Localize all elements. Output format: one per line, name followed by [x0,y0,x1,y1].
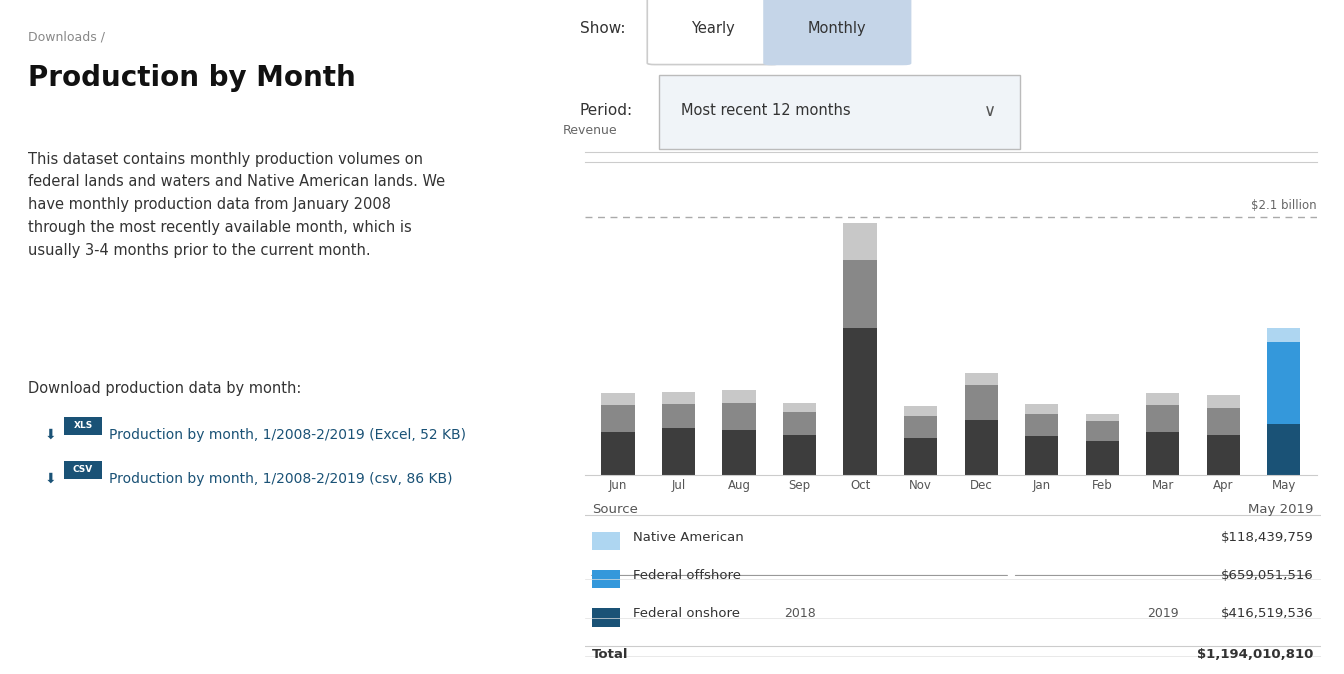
Text: Period:: Period: [579,103,633,118]
Text: Download production data by month:: Download production data by month: [28,381,301,396]
Text: Federal onshore: Federal onshore [633,607,739,621]
Text: Revenue: Revenue [563,124,617,137]
Bar [1086,421,1118,441]
Text: $659,051,516: $659,051,516 [1222,570,1314,582]
Bar [1267,328,1301,342]
FancyBboxPatch shape [763,0,911,65]
Text: May 2019: May 2019 [1249,503,1314,516]
Bar [1146,432,1180,475]
FancyBboxPatch shape [648,0,780,65]
Bar [965,420,997,475]
Bar [722,390,755,402]
Text: Show:: Show: [579,22,625,36]
Text: ⬇: ⬇ [44,472,56,486]
Bar [1146,393,1180,405]
Text: Production by month, 1/2008-2/2019 (csv, 86 KB): Production by month, 1/2008-2/2019 (csv,… [109,472,453,486]
FancyBboxPatch shape [659,75,1020,149]
Bar [722,430,755,475]
Bar [784,412,816,435]
Bar [1267,342,1301,423]
Bar [1207,395,1241,408]
Text: Monthly: Monthly [808,22,867,36]
Text: Production by month, 1/2008-2/2019 (Excel, 52 KB): Production by month, 1/2008-2/2019 (Exce… [109,428,466,442]
Bar [965,373,997,386]
Text: Most recent 12 months: Most recent 12 months [681,103,851,118]
Bar [1207,435,1241,475]
Bar [65,417,102,435]
Bar [601,405,634,432]
Bar [905,438,937,475]
Text: Source: Source [591,503,638,516]
Bar [601,432,634,475]
Bar [965,386,997,420]
Bar [784,402,816,412]
Text: 2019: 2019 [1146,607,1179,620]
Text: Native American: Native American [633,531,743,544]
Bar [661,392,695,404]
Text: Total: Total [591,648,629,661]
Text: Yearly: Yearly [691,22,735,36]
Bar [661,404,695,429]
Text: Downloads /: Downloads / [28,30,105,43]
Bar [844,260,876,328]
Bar [1207,408,1241,435]
Bar [1146,405,1180,432]
Text: Production by Month: Production by Month [28,64,356,92]
Text: $416,519,536: $416,519,536 [1222,607,1314,621]
Text: 2018: 2018 [784,607,816,620]
Text: This dataset contains monthly production volumes on
federal lands and waters and: This dataset contains monthly production… [28,152,445,258]
Bar [661,429,695,475]
Bar [591,609,620,627]
Text: $2.1 billion: $2.1 billion [1251,199,1317,212]
Bar [591,532,620,550]
Bar [1025,414,1058,436]
Text: Federal offshore: Federal offshore [633,570,741,582]
Bar [905,416,937,438]
Bar [601,393,634,405]
Bar [1267,423,1301,475]
Bar [722,402,755,430]
Bar [1086,441,1118,475]
Bar [784,435,816,475]
Bar [1086,414,1118,421]
Bar [1025,436,1058,475]
Text: ∨: ∨ [984,102,996,119]
Bar [591,570,620,588]
Text: $1,194,010,810: $1,194,010,810 [1198,648,1314,661]
Text: XLS: XLS [74,421,93,431]
Bar [844,328,876,475]
Text: ⬇: ⬇ [44,428,56,442]
Bar [65,461,102,479]
Bar [1025,404,1058,414]
Bar [844,223,876,260]
Bar [905,406,937,416]
Text: CSV: CSV [73,465,93,474]
Text: $118,439,759: $118,439,759 [1222,531,1314,544]
